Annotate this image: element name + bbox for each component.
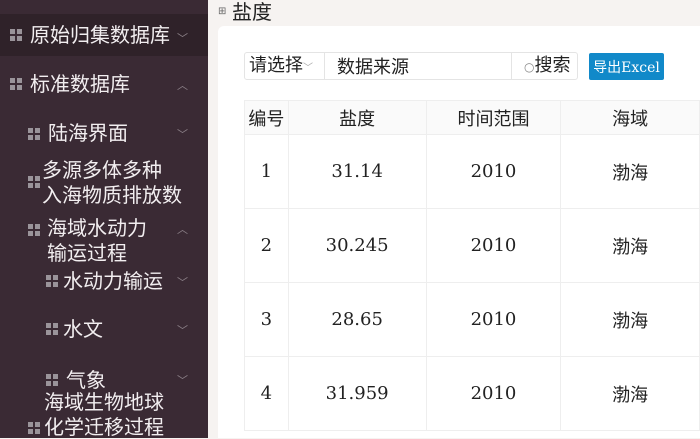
- sidebar-item-hydrodynamic-transport[interactable]: 海域水动力 输运过程 ︿: [0, 214, 208, 265]
- cell-salinity: 30.245: [287, 208, 427, 283]
- header-time-range: 时间范围: [425, 100, 562, 135]
- cell-sea-area: 渤海: [560, 208, 700, 283]
- grid-icon: [46, 275, 58, 287]
- chevron-down-icon: ﹀: [177, 128, 188, 141]
- cell-id: 1: [244, 134, 289, 209]
- table-row[interactable]: 4 31.959 2010 渤海: [244, 356, 700, 431]
- sidebar-item-label: 气象: [66, 368, 106, 392]
- main-content: ⊞ 盐度 请选择﹀ ○搜索 导出Excel 编号 盐度 时间范围 海域 131.…: [208, 0, 700, 438]
- select-label: 请选择: [249, 55, 303, 76]
- sidebar-item-biogeochemical[interactable]: 海域生物地球 化学迁移过程: [0, 390, 208, 439]
- grid-icon: [10, 29, 22, 41]
- sidebar: 原始归集数据库 ﹀ 标准数据库 ︿ 陆海界面 ﹀ 多源多体多种 入海物质排放数 …: [0, 0, 208, 439]
- grid-icon: ⊞: [218, 6, 227, 17]
- grid-icon: [10, 78, 22, 90]
- cell-id: 3: [244, 282, 289, 357]
- export-excel-button[interactable]: 导出Excel: [589, 53, 664, 80]
- cell-salinity: 31.14: [287, 134, 427, 209]
- search-bar: 请选择﹀ ○搜索: [244, 52, 578, 80]
- cell-time-range: 2010: [425, 282, 562, 357]
- cell-salinity: 28.65: [287, 282, 427, 357]
- header-sea-area: 海域: [560, 100, 700, 135]
- grid-icon: [28, 176, 40, 188]
- sidebar-item-label-line2: 化学迁移过程: [44, 415, 164, 439]
- cell-sea-area: 渤海: [560, 356, 700, 431]
- sidebar-item-hydrodynamics[interactable]: 水动力输运 ﹀: [0, 268, 208, 296]
- header-id: 编号: [244, 100, 289, 135]
- sidebar-item-meteorology[interactable]: 气象 ﹀: [0, 366, 208, 392]
- chevron-up-icon: ︿: [177, 79, 188, 92]
- content-card: 请选择﹀ ○搜索 导出Excel 编号 盐度 时间范围 海域 131.14201…: [218, 26, 700, 438]
- chevron-down-icon: ﹀: [177, 276, 188, 289]
- sidebar-item-raw-database[interactable]: 原始归集数据库 ﹀: [0, 14, 208, 56]
- search-icon: ○: [524, 60, 535, 74]
- sidebar-item-label-line1: 多源多体多种: [42, 158, 162, 182]
- sidebar-item-label-line2: 入海物质排放数: [42, 183, 182, 207]
- sidebar-item-label-line2: 输运过程: [47, 241, 127, 265]
- chevron-down-icon: ﹀: [177, 374, 188, 387]
- sidebar-item-label: 标准数据库: [30, 72, 130, 96]
- search-button[interactable]: ○搜索: [512, 53, 577, 79]
- grid-icon: [46, 323, 58, 335]
- grid-icon: [28, 224, 40, 236]
- search-label: 搜索: [534, 55, 571, 76]
- cell-sea-area: 渤海: [560, 282, 700, 357]
- grid-icon: [28, 422, 40, 434]
- cell-time-range: 2010: [425, 356, 562, 431]
- page-title: 盐度: [232, 0, 272, 24]
- table-row[interactable]: 1 31.14 2010 渤海: [244, 134, 700, 209]
- chevron-down-icon: ﹀: [303, 63, 313, 74]
- cell-id: 2: [244, 208, 289, 283]
- table-header: 编号 盐度 时间范围 海域: [244, 100, 700, 135]
- chevron-down-icon: ﹀: [177, 324, 188, 337]
- cell-time-range: 2010: [425, 208, 562, 283]
- header-salinity: 盐度: [287, 100, 427, 135]
- sidebar-item-land-sea[interactable]: 陆海界面 ﹀: [0, 120, 208, 148]
- sidebar-item-label: 水动力输运: [63, 269, 163, 293]
- grid-icon: [28, 128, 40, 140]
- sidebar-item-label: 原始归集数据库: [30, 23, 170, 47]
- cell-sea-area: 渤海: [560, 134, 700, 209]
- source-select[interactable]: 请选择﹀: [245, 53, 325, 79]
- cell-salinity: 31.959: [287, 356, 427, 431]
- cell-time-range: 2010: [425, 134, 562, 209]
- sidebar-item-label-line1: 海域生物地球: [44, 390, 164, 414]
- sidebar-item-hydrology[interactable]: 水文 ﹀: [0, 316, 208, 344]
- sidebar-item-multi-source[interactable]: 多源多体多种 入海物质排放数: [0, 158, 208, 208]
- data-table: 编号 盐度 时间范围 海域 1 31.14 2010 渤海 2 30.245 2010 渤海 3…: [244, 100, 700, 431]
- search-input[interactable]: [325, 53, 512, 79]
- table-row[interactable]: 2 30.245 2010 渤海: [244, 208, 700, 283]
- table-row[interactable]: 3 28.65 2010 渤海: [244, 282, 700, 357]
- sidebar-item-label-line1: 海域水动力: [47, 216, 147, 240]
- sidebar-item-label: 水文: [63, 317, 103, 341]
- chevron-up-icon: ︿: [177, 223, 188, 236]
- sidebar-item-label: 陆海界面: [48, 121, 128, 145]
- cell-id: 4: [244, 356, 289, 431]
- sidebar-item-standard-database[interactable]: 标准数据库 ︿: [0, 70, 208, 100]
- chevron-down-icon: ﹀: [177, 32, 188, 45]
- grid-icon: [46, 374, 58, 386]
